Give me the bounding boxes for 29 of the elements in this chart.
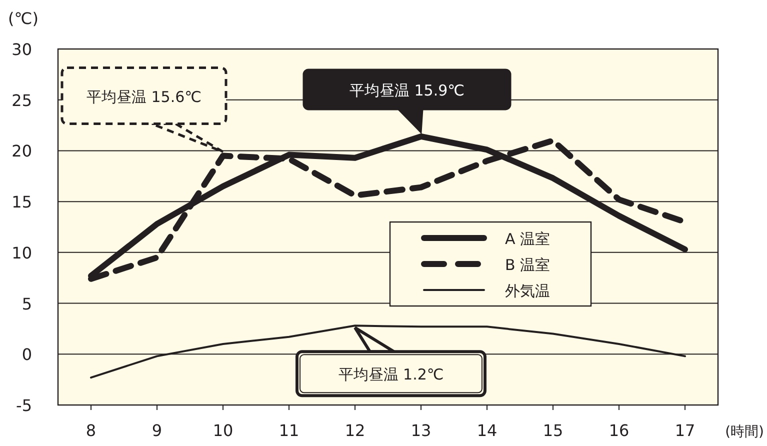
annotation: 平均昼温 15.6℃: [86, 88, 202, 106]
y-tick-label: 20: [12, 142, 32, 161]
x-tick-label: 9: [152, 421, 162, 440]
x-tick-label: 12: [344, 421, 366, 440]
x-tick-label: 11: [278, 421, 300, 440]
callout: 平均昼温 1.2℃: [296, 326, 486, 398]
y-tick-label: -5: [16, 396, 32, 415]
x-axis-title: (時間): [725, 424, 764, 440]
y-tick-label: 15: [12, 192, 32, 212]
callout: 平均昼温 15.6℃: [60, 66, 228, 154]
x-tick-label: 8: [86, 421, 96, 440]
x-tick-label: 14: [476, 421, 498, 440]
callout: 平均昼温 15.9℃: [302, 68, 512, 134]
y-tick-label: 10: [12, 243, 32, 262]
legend-label: B 温室: [505, 256, 550, 274]
y-axis-title: (℃): [8, 9, 38, 28]
y-tick-label: 25: [12, 90, 32, 110]
y-tick-label: 5: [22, 294, 32, 314]
x-tick-label: 16: [608, 421, 630, 440]
x-tick-label: 17: [674, 421, 696, 440]
legend-label: A 温室: [505, 230, 550, 248]
x-tick-label: 15: [542, 421, 564, 440]
y-tick-label: 0: [22, 345, 32, 364]
annotation: 平均昼温 15.9℃: [349, 81, 465, 100]
x-tick-label: 13: [410, 421, 432, 440]
y-tick-label: 30: [12, 40, 32, 59]
annotation: 平均昼温 1.2℃: [338, 366, 444, 384]
x-tick-label: 10: [212, 421, 234, 440]
legend-label: 外気温: [505, 282, 550, 300]
